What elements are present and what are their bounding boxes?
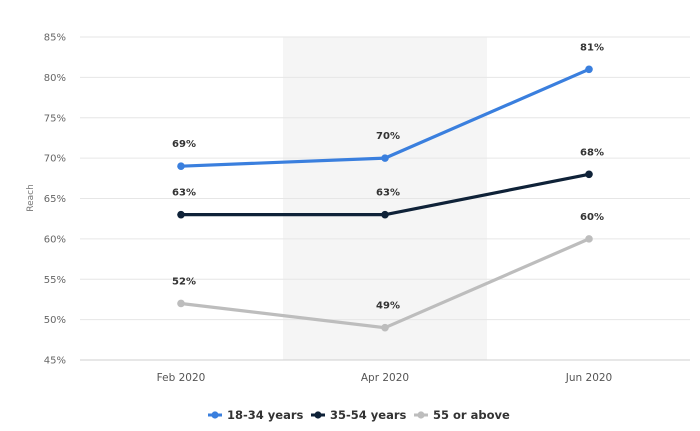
y-tick-label: 65% (44, 194, 66, 205)
y-tick-label: 85% (44, 33, 66, 44)
legend-item[interactable]: 55 or above (414, 408, 510, 422)
data-point[interactable] (381, 210, 389, 219)
data-label: 81% (580, 42, 604, 53)
data-label: 60% (580, 212, 604, 223)
data-point[interactable] (177, 162, 185, 170)
series-35-54-years: 63% 63% 68% (172, 147, 604, 219)
series-55-or-above: 52% 49% 60% (172, 212, 604, 332)
data-label: 68% (580, 147, 604, 158)
data-label: 70% (376, 131, 400, 142)
y-tick-label: 50% (44, 315, 66, 326)
x-tick-label: Jun 2020 (565, 372, 612, 384)
y-tick-label: 70% (44, 154, 66, 165)
data-label: 63% (376, 188, 400, 199)
data-point[interactable] (585, 170, 593, 179)
legend-item[interactable]: 35-54 years (311, 408, 407, 422)
x-tick-label: Apr 2020 (361, 372, 409, 384)
legend-label: 55 or above (433, 408, 510, 422)
data-label: 69% (172, 139, 196, 150)
y-tick-label: 80% (44, 73, 66, 84)
data-point[interactable] (381, 323, 389, 332)
y-axis: 45% 50% 55% 60% 65% 70% 75% 80% 85% (44, 33, 66, 367)
data-point[interactable] (177, 299, 185, 308)
y-tick-label: 55% (44, 275, 66, 286)
x-axis: Feb 2020 Apr 2020 Jun 2020 (157, 372, 613, 384)
data-label: 52% (172, 276, 196, 287)
data-point[interactable] (585, 65, 593, 74)
x-tick-label: Feb 2020 (157, 372, 206, 384)
legend-marker (314, 411, 322, 419)
legend[interactable]: 18-34 years 35-54 years 55 or above (208, 408, 510, 422)
legend-marker (211, 411, 219, 419)
data-point[interactable] (177, 210, 185, 219)
y-tick-label: 75% (44, 113, 66, 124)
legend-marker (417, 411, 425, 419)
legend-label: 35-54 years (330, 408, 407, 422)
data-label: 63% (172, 188, 196, 199)
legend-label: 18-34 years (227, 408, 304, 422)
y-axis-label: Reach (26, 184, 36, 212)
data-point[interactable] (381, 154, 389, 162)
data-label: 49% (376, 301, 400, 312)
data-point[interactable] (585, 235, 593, 243)
legend-item[interactable]: 18-34 years (208, 408, 304, 422)
series-18-34-years: 69% 70% 81% (172, 42, 604, 170)
series-layer: 69% 70% 81% 63% 63% 68% 52% 49% 60% (172, 42, 604, 332)
y-tick-label: 60% (44, 234, 66, 245)
y-tick-label: 45% (44, 356, 66, 367)
